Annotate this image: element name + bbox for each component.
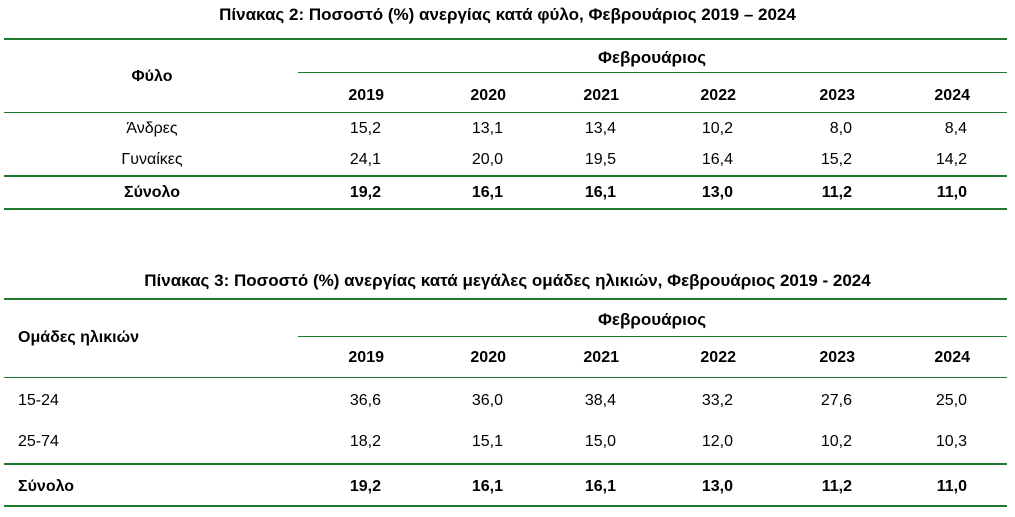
table3-cell: 25,0 xyxy=(935,392,967,409)
table2-year-2024: 2024 xyxy=(934,87,970,104)
table2-total-label: Σύνολο xyxy=(123,184,181,201)
table3-cell: 12,0 xyxy=(701,433,733,450)
table3-year-2021: 2021 xyxy=(583,349,619,366)
table3-cell: 18,2 xyxy=(349,433,381,450)
table2-cell: 13,1 xyxy=(471,120,503,137)
table3-row-label: 25-74 xyxy=(18,433,59,450)
table3-cell: 36,6 xyxy=(349,392,381,409)
table2-row-header: Φύλο xyxy=(131,68,173,85)
table2-cell: 19,5 xyxy=(584,151,616,168)
table2-cell: 20,0 xyxy=(471,151,503,168)
table3-row-label: 15-24 xyxy=(18,392,59,409)
table2-cell: 8,4 xyxy=(944,120,967,137)
table2-group-rule xyxy=(298,72,1007,73)
table2-total-cell: 19,2 xyxy=(349,184,381,201)
table2-total-cell: 11,0 xyxy=(936,184,967,201)
table2-title: Πίνακας 2: Ποσοστό (%) ανεργίας κατά φύλ… xyxy=(219,5,796,24)
table2-cell: 24,1 xyxy=(349,151,381,168)
table3-group-header: Φεβρουάριος xyxy=(597,310,707,329)
table3-cell: 38,4 xyxy=(584,392,616,409)
table2-cell: 14,2 xyxy=(935,151,967,168)
table2-year-2022: 2022 xyxy=(700,87,736,104)
table3-header-rule xyxy=(4,377,1007,378)
table3-cell: 33,2 xyxy=(701,392,733,409)
table3-year-2024: 2024 xyxy=(934,349,970,366)
table3-total-cell: 11,2 xyxy=(821,478,852,495)
table3-cell: 15,1 xyxy=(471,433,503,450)
table2-cell: 13,4 xyxy=(584,120,616,137)
table2-year-2020: 2020 xyxy=(470,87,506,104)
table3-top-rule xyxy=(4,298,1007,300)
table3-year-2022: 2022 xyxy=(700,349,736,366)
table3-year-2019: 2019 xyxy=(348,349,384,366)
table2-top-rule xyxy=(4,38,1007,40)
table2-group-header: Φεβρουάριος xyxy=(597,48,707,67)
table2-total-cell: 11,2 xyxy=(821,184,852,201)
table3-title: Πίνακας 3: Ποσοστό (%) ανεργίας κατά μεγ… xyxy=(144,271,871,290)
table3-group-rule xyxy=(298,336,1007,337)
table2-header-rule xyxy=(4,112,1007,113)
table2-year-2023: 2023 xyxy=(819,87,855,104)
table2-cell: 15,2 xyxy=(820,151,852,168)
table3-cell: 27,6 xyxy=(820,392,852,409)
table3-cell: 10,2 xyxy=(820,433,852,450)
table3-row-header: Ομάδες ηλικιών xyxy=(18,329,140,346)
table2-row-label: Άνδρες xyxy=(126,120,178,137)
table3-total-cell: 16,1 xyxy=(584,478,616,495)
table2-cell: 15,2 xyxy=(349,120,381,137)
table3-total-cell: 11,0 xyxy=(936,478,967,495)
table2-cell: 8,0 xyxy=(829,120,852,137)
table2-bottom-rule xyxy=(4,208,1007,210)
table2-cell: 10,2 xyxy=(701,120,733,137)
table3-total-cell: 16,1 xyxy=(471,478,503,495)
table2-total-cell: 16,1 xyxy=(471,184,503,201)
table3-year-2020: 2020 xyxy=(470,349,506,366)
table2-total-cell: 16,1 xyxy=(584,184,616,201)
table3-total-cell: 19,2 xyxy=(349,478,381,495)
table3-total-rule xyxy=(4,463,1007,465)
table3-year-2023: 2023 xyxy=(819,349,855,366)
table3-bottom-rule xyxy=(4,505,1007,507)
table3-total-cell: 13,0 xyxy=(701,478,733,495)
table2-total-cell: 13,0 xyxy=(701,184,733,201)
table3-cell: 36,0 xyxy=(471,392,503,409)
table3-total-label: Σύνολο xyxy=(18,478,75,495)
table3-cell: 10,3 xyxy=(935,433,967,450)
table2-year-2019: 2019 xyxy=(348,87,384,104)
table2-row-label: Γυναίκες xyxy=(121,151,183,168)
table2-total-rule xyxy=(4,175,1007,177)
table2-year-2021: 2021 xyxy=(583,87,619,104)
table3-cell: 15,0 xyxy=(584,433,616,450)
table2-cell: 16,4 xyxy=(701,151,733,168)
